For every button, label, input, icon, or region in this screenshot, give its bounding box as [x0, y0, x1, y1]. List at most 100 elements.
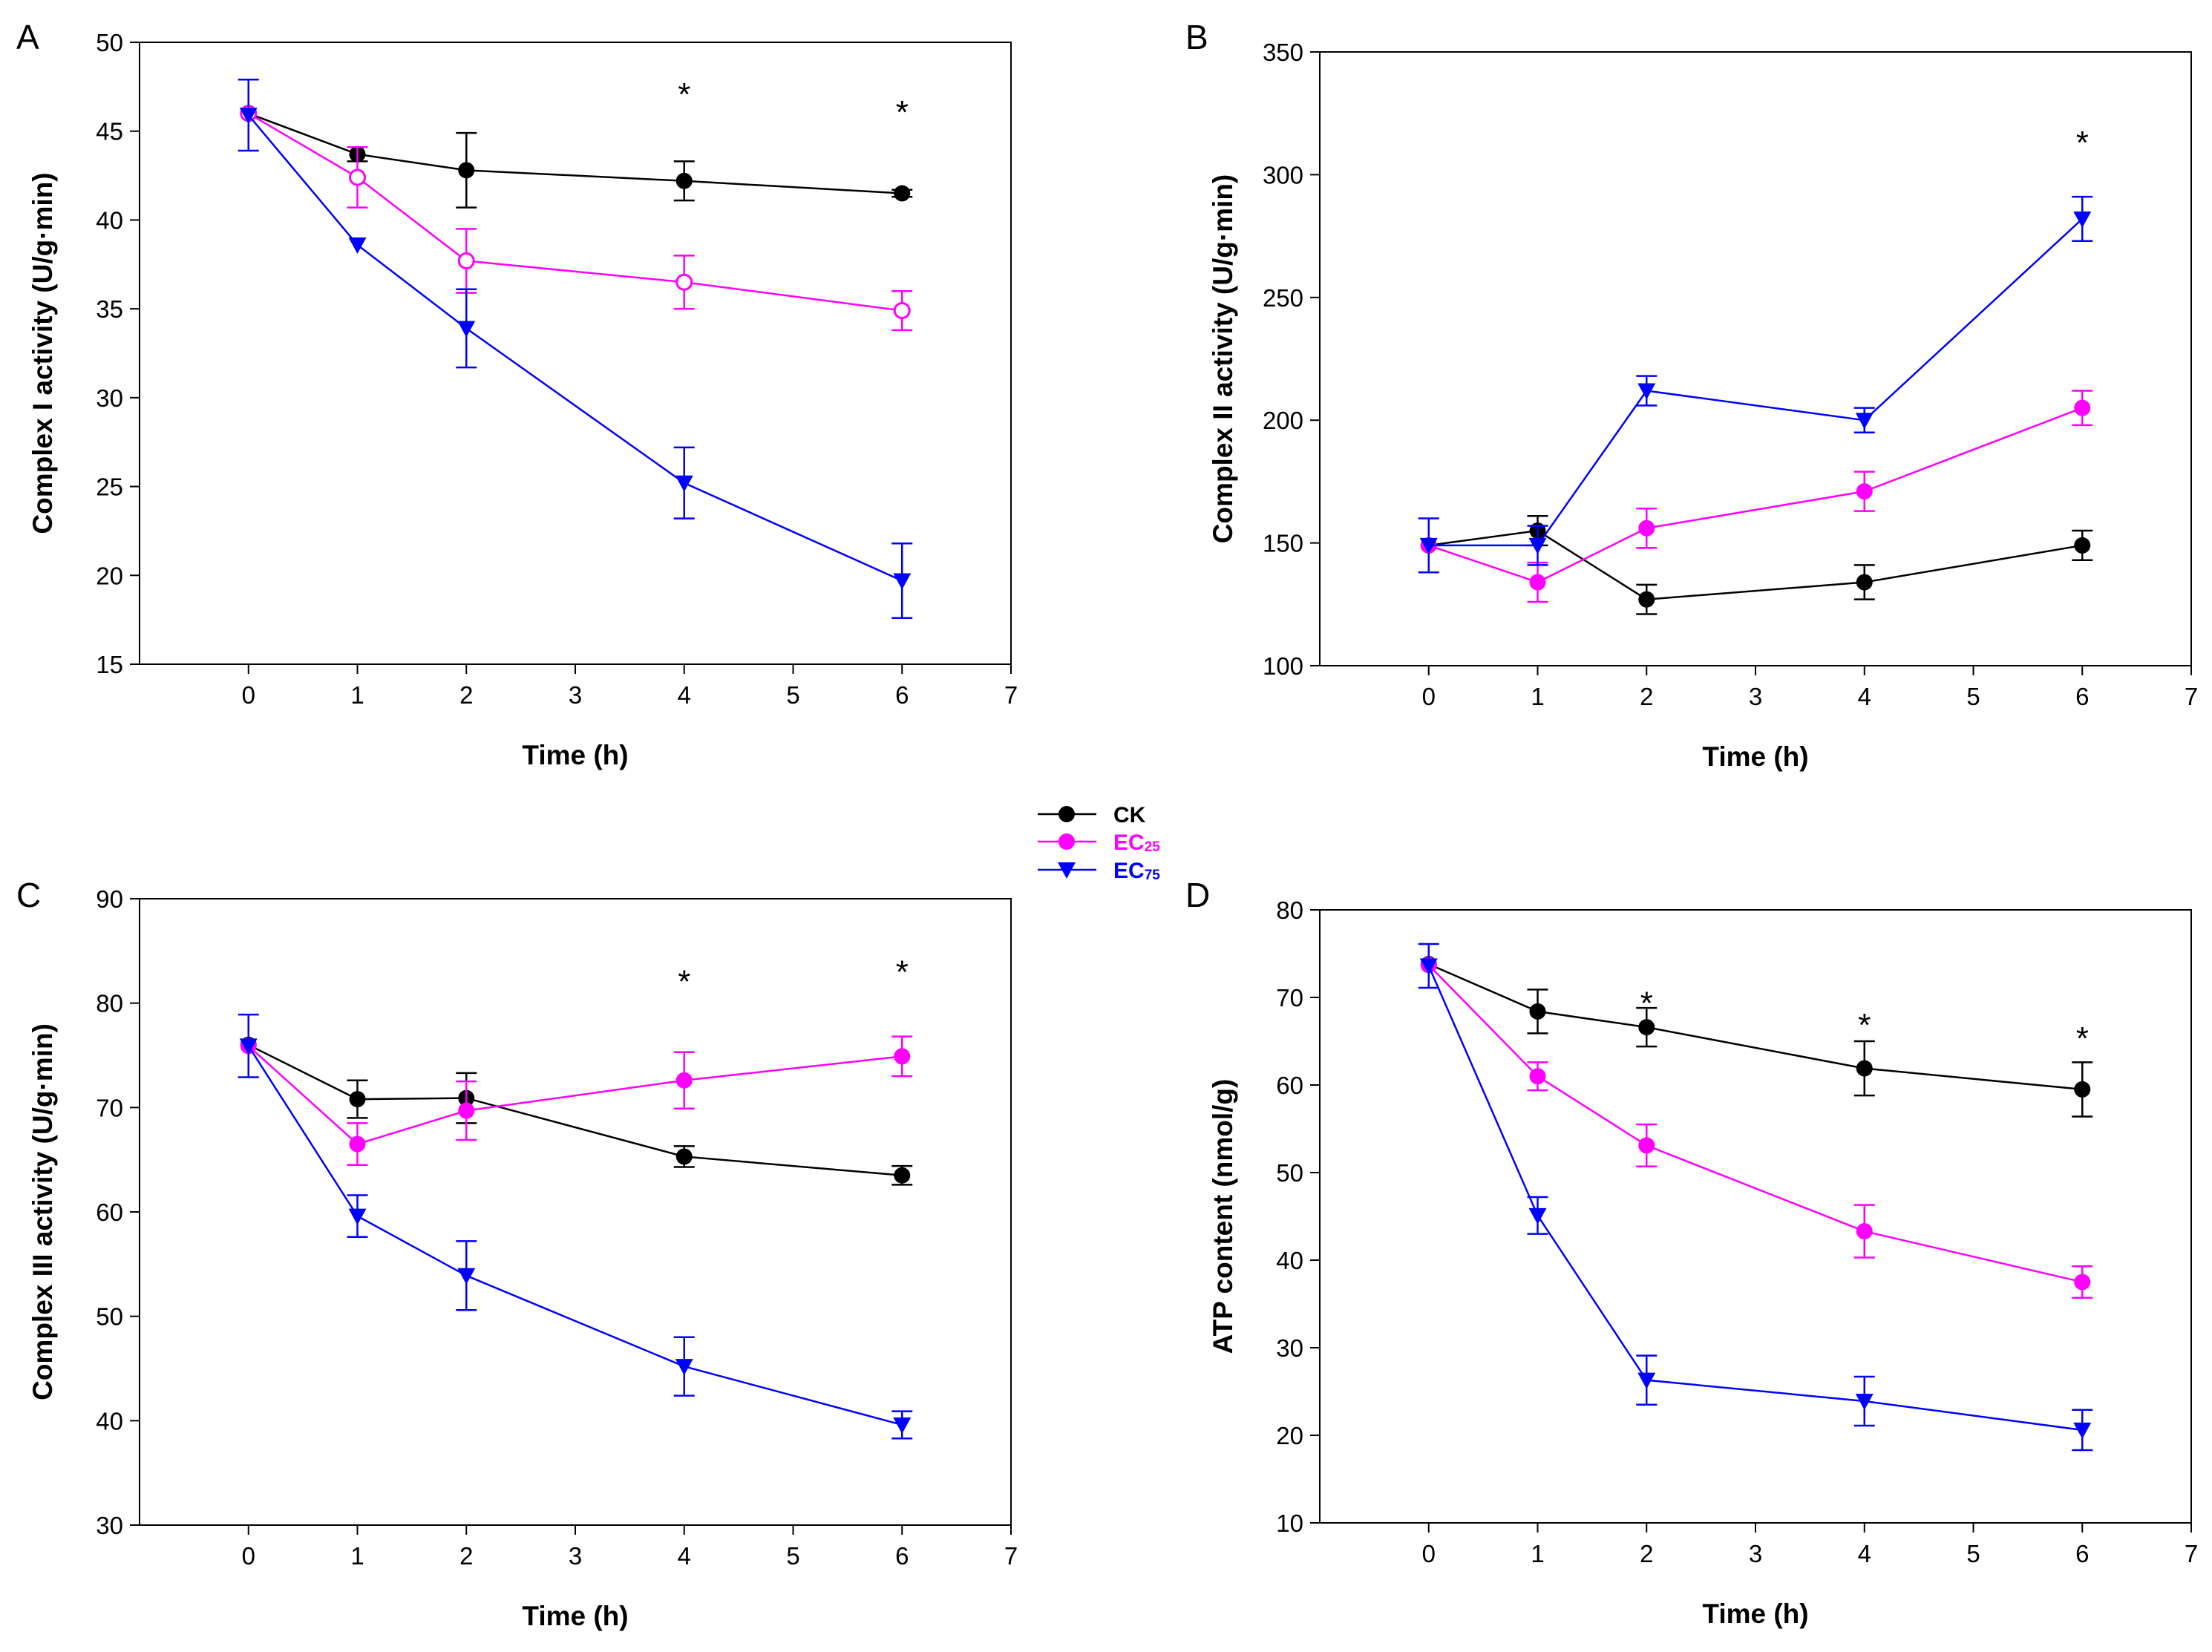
x-tick-label: 0 [242, 1542, 255, 1570]
y-tick-label: 20 [1276, 1422, 1303, 1449]
series-ck [1420, 956, 2093, 1118]
y-tick-label: 200 [1263, 407, 1303, 434]
data-point [894, 1048, 911, 1065]
y-tick-label: 40 [96, 1407, 123, 1435]
data-point [2074, 1274, 2091, 1291]
y-tick-label: 100 [1263, 652, 1303, 680]
y-tick-label: 40 [1276, 1247, 1303, 1274]
data-point [1638, 591, 1655, 608]
y-tick-label: 80 [96, 990, 123, 1017]
x-tick-label: 4 [1858, 683, 1871, 710]
x-tick-label: 5 [1966, 683, 1980, 710]
data-point [675, 1359, 693, 1376]
series-line [1427, 966, 2083, 1432]
y-axis-label: ATP content (nmol/g) [1208, 1079, 1238, 1354]
data-point [1529, 574, 1546, 591]
panel-c: C 30 40 50 60 70 80 90 0 1 2 3 4 5 6 7 Time (h) Complex I… [16, 876, 1018, 1631]
y-tick-label: 70 [1276, 984, 1303, 1012]
x-tick-label: 1 [1531, 1540, 1544, 1567]
x-tick-label: 1 [350, 681, 364, 709]
data-point [2074, 1081, 2091, 1098]
x-tick-label: 4 [678, 1542, 691, 1570]
significance-star: * [1640, 986, 1653, 1022]
significance-star: * [896, 954, 909, 991]
significance-star: * [2076, 125, 2089, 161]
y-tick-label: 70 [96, 1094, 123, 1121]
significance-star: * [1858, 1007, 1871, 1043]
x-tick-label: 5 [1966, 1540, 1980, 1567]
x-tick-label: 5 [786, 1542, 799, 1570]
legend-marker [1058, 862, 1076, 879]
plot-frame [139, 898, 1012, 1526]
y-tick-label: 250 [1263, 284, 1303, 312]
x-tick-label: 4 [1858, 1540, 1871, 1567]
panel-letter: D [1185, 876, 1210, 914]
legend-subscript: 75 [1145, 868, 1161, 883]
series-ec75 [1418, 943, 2093, 1452]
data-point [348, 237, 367, 254]
data-point [1529, 1003, 1546, 1020]
data-point [349, 168, 366, 186]
data-point [457, 252, 475, 269]
x-tick-label: 6 [2075, 683, 2089, 710]
data-point [1856, 483, 1873, 500]
data-point [893, 302, 911, 320]
x-tick-label: 7 [1004, 681, 1018, 709]
data-point [2073, 211, 2092, 228]
data-point [349, 1135, 366, 1153]
legend-label: CK [1113, 803, 1146, 827]
legend-entry: EC75 [1038, 859, 1160, 883]
x-tick-label: 6 [2075, 1540, 2089, 1567]
x-tick-label: 1 [1531, 683, 1544, 710]
legend-marker [1058, 833, 1075, 850]
data-point [1528, 1207, 1547, 1225]
panel-letter: C [16, 876, 41, 914]
series-ec75 [238, 1013, 913, 1440]
data-point [2074, 399, 2091, 416]
data-point [675, 1148, 693, 1165]
y-axis-label: Complex I activity (U/g·min) [27, 172, 58, 534]
x-tick-label: 2 [1640, 1540, 1653, 1567]
y-tick-label: 60 [1276, 1072, 1303, 1099]
y-tick-label: 15 [96, 651, 123, 678]
x-tick-label: 6 [895, 1542, 909, 1570]
series-line [1427, 964, 2083, 1283]
data-point [1529, 1068, 1546, 1085]
y-tick-label: 35 [96, 295, 123, 323]
x-axis-label: Time (h) [522, 740, 628, 770]
data-point [1638, 519, 1655, 537]
panel-letter: A [16, 18, 39, 56]
x-tick-label: 5 [786, 681, 799, 709]
legend-subscript: 25 [1145, 839, 1161, 855]
data-point [348, 1208, 367, 1225]
y-axis-label: Complex II activity (U/g·min) [1208, 174, 1238, 544]
legend-entry: EC25 [1038, 830, 1160, 855]
x-tick-label: 2 [1640, 683, 1653, 710]
y-tick-label: 20 [96, 562, 123, 589]
series-ec25 [240, 105, 913, 332]
data-point [893, 573, 912, 590]
data-point [2073, 1422, 2092, 1439]
series-ec25 [1420, 957, 2093, 1299]
data-point [1419, 537, 1438, 554]
legend: CK EC25 EC75 [1038, 803, 1160, 883]
y-tick-label: 40 [96, 206, 123, 234]
data-point [1637, 383, 1656, 400]
x-tick-label: 6 [895, 681, 909, 709]
significance-star: * [678, 76, 690, 113]
x-axis-label: Time (h) [522, 1601, 628, 1631]
x-tick-label: 4 [678, 681, 691, 709]
x-tick-label: 7 [2185, 1540, 2198, 1567]
y-tick-label: 10 [1276, 1510, 1303, 1537]
legend-label: EC75 [1113, 859, 1160, 883]
data-point [457, 1268, 476, 1285]
panel-letter: B [1185, 18, 1208, 56]
x-tick-label: 2 [459, 1542, 473, 1570]
data-point [239, 1038, 258, 1055]
y-tick-label: 60 [96, 1199, 123, 1226]
y-tick-label: 30 [1276, 1334, 1303, 1362]
series-line [1428, 407, 2083, 583]
data-point [894, 185, 911, 202]
series-ec75 [238, 79, 913, 619]
